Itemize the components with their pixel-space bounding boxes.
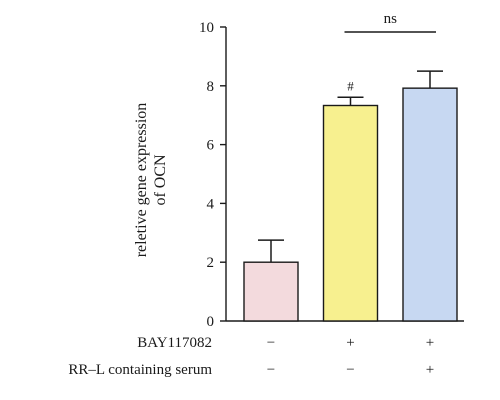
condition-value: − xyxy=(346,362,354,378)
y-axis-label: reletive gene expression of OCN xyxy=(133,103,169,258)
bar xyxy=(243,261,299,322)
bar xyxy=(402,87,458,322)
condition-label: RR–L containing serum xyxy=(68,362,212,378)
condition-label: BAY117082 xyxy=(137,335,212,351)
y-tick-label: 4 xyxy=(207,196,215,212)
condition-value: − xyxy=(267,335,275,351)
condition-value: − xyxy=(267,362,275,378)
y-tick-label: 8 xyxy=(207,79,215,95)
bars xyxy=(243,70,458,322)
y-tick-label: 2 xyxy=(207,255,215,271)
y-tick-label: 0 xyxy=(207,314,215,330)
significance-label: ns xyxy=(384,11,398,27)
y-axis-title-line: reletive gene expression xyxy=(133,103,150,258)
condition-value: + xyxy=(346,335,354,351)
y-axis-title: reletive gene expression of OCN xyxy=(133,103,169,258)
y-tick-label: 6 xyxy=(207,138,215,154)
y-tick-label: 10 xyxy=(199,20,214,36)
condition-value: + xyxy=(426,335,434,351)
condition-value: + xyxy=(426,362,434,378)
significance-mark: # xyxy=(347,78,354,93)
y-axis-title-line: of OCN xyxy=(152,154,169,206)
bar xyxy=(322,104,379,322)
condition-table: BAY117082 − + + RR–L containing serum − − + xyxy=(68,335,434,378)
annotations: # ns xyxy=(344,11,436,93)
